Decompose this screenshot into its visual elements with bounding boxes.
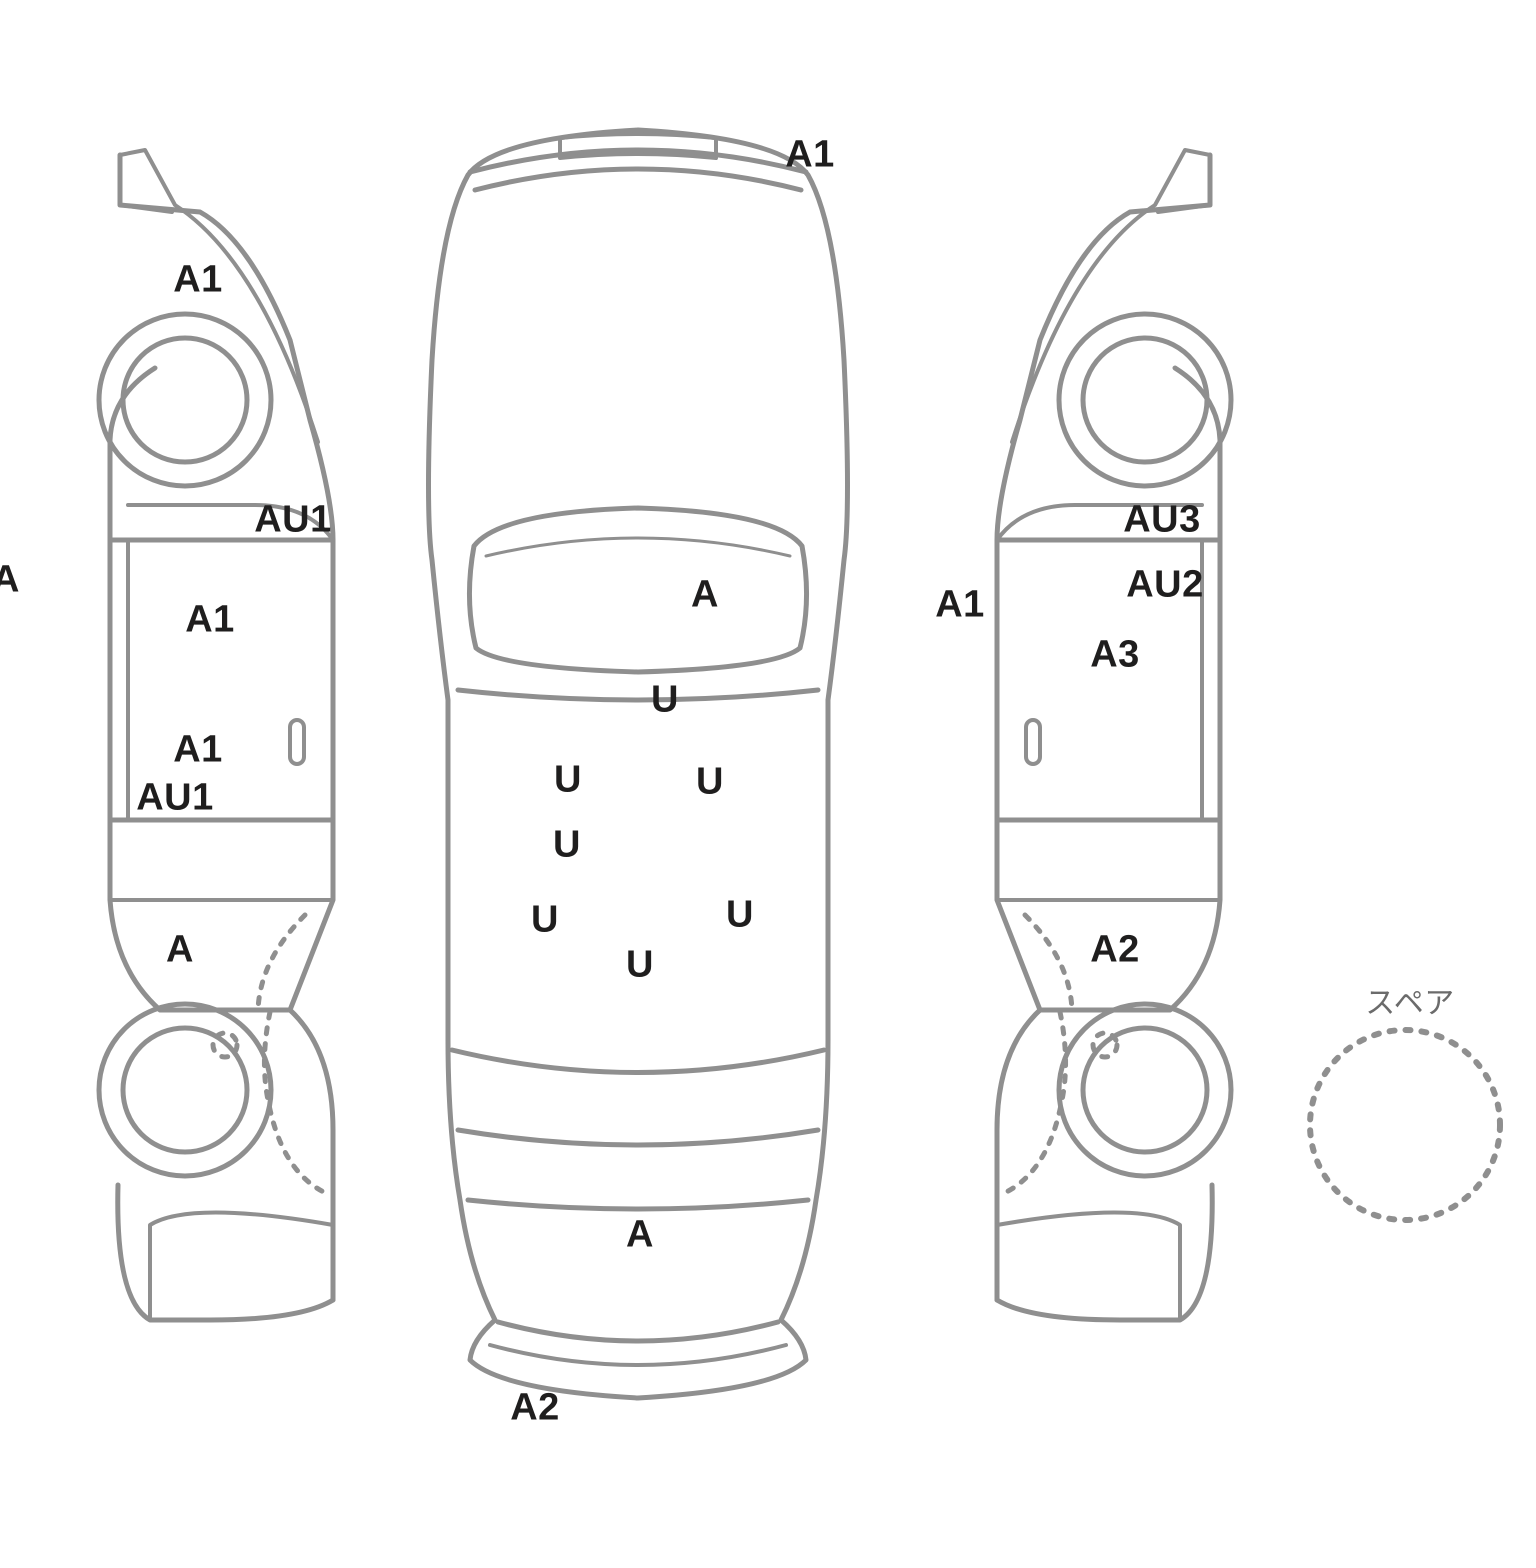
damage-code-right-front-door-au2: AU2	[1126, 564, 1204, 607]
car-outline-svg	[0, 0, 1536, 1568]
damage-code-front-bumper-a1: A1	[785, 134, 835, 177]
damage-code-roof-u-1: U	[651, 679, 679, 722]
damage-code-rear-bumper-a2: A2	[510, 1387, 560, 1430]
damage-code-right-front-door-a3: A3	[1090, 634, 1140, 677]
damage-code-right-a-pillar-a1: A1	[935, 584, 985, 627]
damage-code-left-front-fender-a1: A1	[173, 259, 223, 302]
damage-code-trunk-a: A	[626, 1214, 654, 1257]
damage-code-roof-u-6: U	[726, 894, 754, 937]
damage-code-left-a-pillar-au1: AU1	[254, 499, 332, 542]
damage-code-hood-a: A	[691, 574, 719, 617]
damage-code-left-front-door-a1: A1	[185, 599, 235, 642]
damage-code-roof-u-7: U	[626, 944, 654, 987]
damage-code-left-sill-au1: AU1	[136, 777, 214, 820]
damage-code-right-mirror-au3: AU3	[1123, 499, 1201, 542]
damage-code-left-quarter-a: A	[166, 929, 194, 972]
damage-code-roof-u-2: U	[554, 759, 582, 802]
spare-tire-label: スペア	[1365, 978, 1454, 1022]
damage-code-edge-a: A	[0, 559, 20, 602]
damage-code-roof-u-5: U	[531, 899, 559, 942]
damage-code-roof-u-4: U	[553, 824, 581, 867]
damage-code-left-rear-door-a1: A1	[173, 729, 223, 772]
damage-code-right-quarter-a2: A2	[1090, 929, 1140, 972]
damage-code-roof-u-3: U	[696, 761, 724, 804]
vehicle-condition-diagram: スペア A1A1AU1AA1A1AU1AAUUUUUUUAA2A1AU3AU2A…	[0, 0, 1536, 1568]
